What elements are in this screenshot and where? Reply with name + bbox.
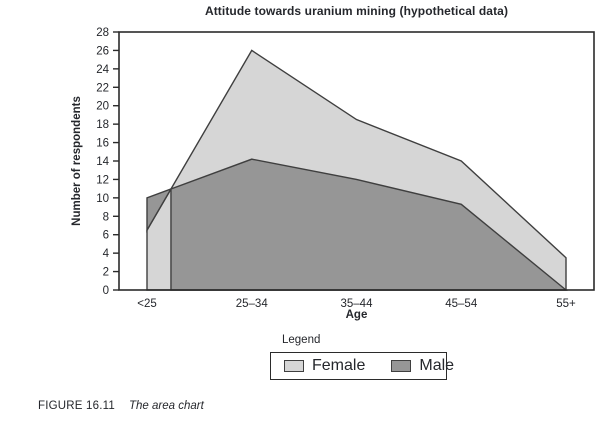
- legend-item-male: Male: [391, 357, 454, 375]
- legend-item-label: Male: [419, 357, 455, 374]
- y-tick-label: 22: [96, 82, 109, 94]
- female-swatch-icon: [284, 360, 304, 372]
- x-tick-label: 25–34: [236, 298, 269, 310]
- figure-label: FIGURE 16.11: [38, 400, 115, 412]
- y-tick-label: 18: [96, 119, 109, 131]
- x-axis-label: Age: [345, 309, 368, 321]
- legend-item-label: Female: [312, 357, 366, 374]
- y-tick-label: 20: [96, 101, 109, 113]
- x-tick-label: 35–44: [341, 298, 374, 310]
- y-tick-label: 24: [96, 64, 109, 76]
- y-tick-label: 10: [96, 193, 109, 205]
- y-tick-label: 16: [96, 138, 109, 150]
- y-tick-label: 8: [103, 211, 109, 223]
- figure-title: The area chart: [128, 400, 204, 412]
- male-area-left-segment: [146, 187, 173, 233]
- y-tick-label: 28: [96, 27, 109, 39]
- male-swatch-icon: [391, 360, 412, 372]
- chart-title: Attitude towards uranium mining (hypothe…: [204, 4, 509, 18]
- y-tick-label: 14: [96, 156, 109, 168]
- legend-title: Legend: [282, 334, 321, 346]
- x-tick-label: 45–54: [445, 298, 478, 310]
- y-tick-label: 2: [103, 267, 109, 279]
- legend: Legend Female Male: [270, 334, 454, 380]
- y-tick-label: 12: [96, 174, 109, 186]
- figure-caption: FIGURE 16.11 The area chart: [38, 400, 204, 412]
- x-tick-label: <25: [137, 298, 157, 310]
- y-tick-label: 26: [96, 45, 109, 57]
- y-tick-label: 4: [103, 248, 110, 260]
- y-tick-label: 6: [103, 230, 109, 242]
- legend-box: Female Male: [270, 352, 454, 380]
- y-tick-label: 0: [103, 285, 109, 297]
- x-tick-label: 55+: [556, 298, 576, 310]
- legend-item-female: Female: [284, 357, 365, 375]
